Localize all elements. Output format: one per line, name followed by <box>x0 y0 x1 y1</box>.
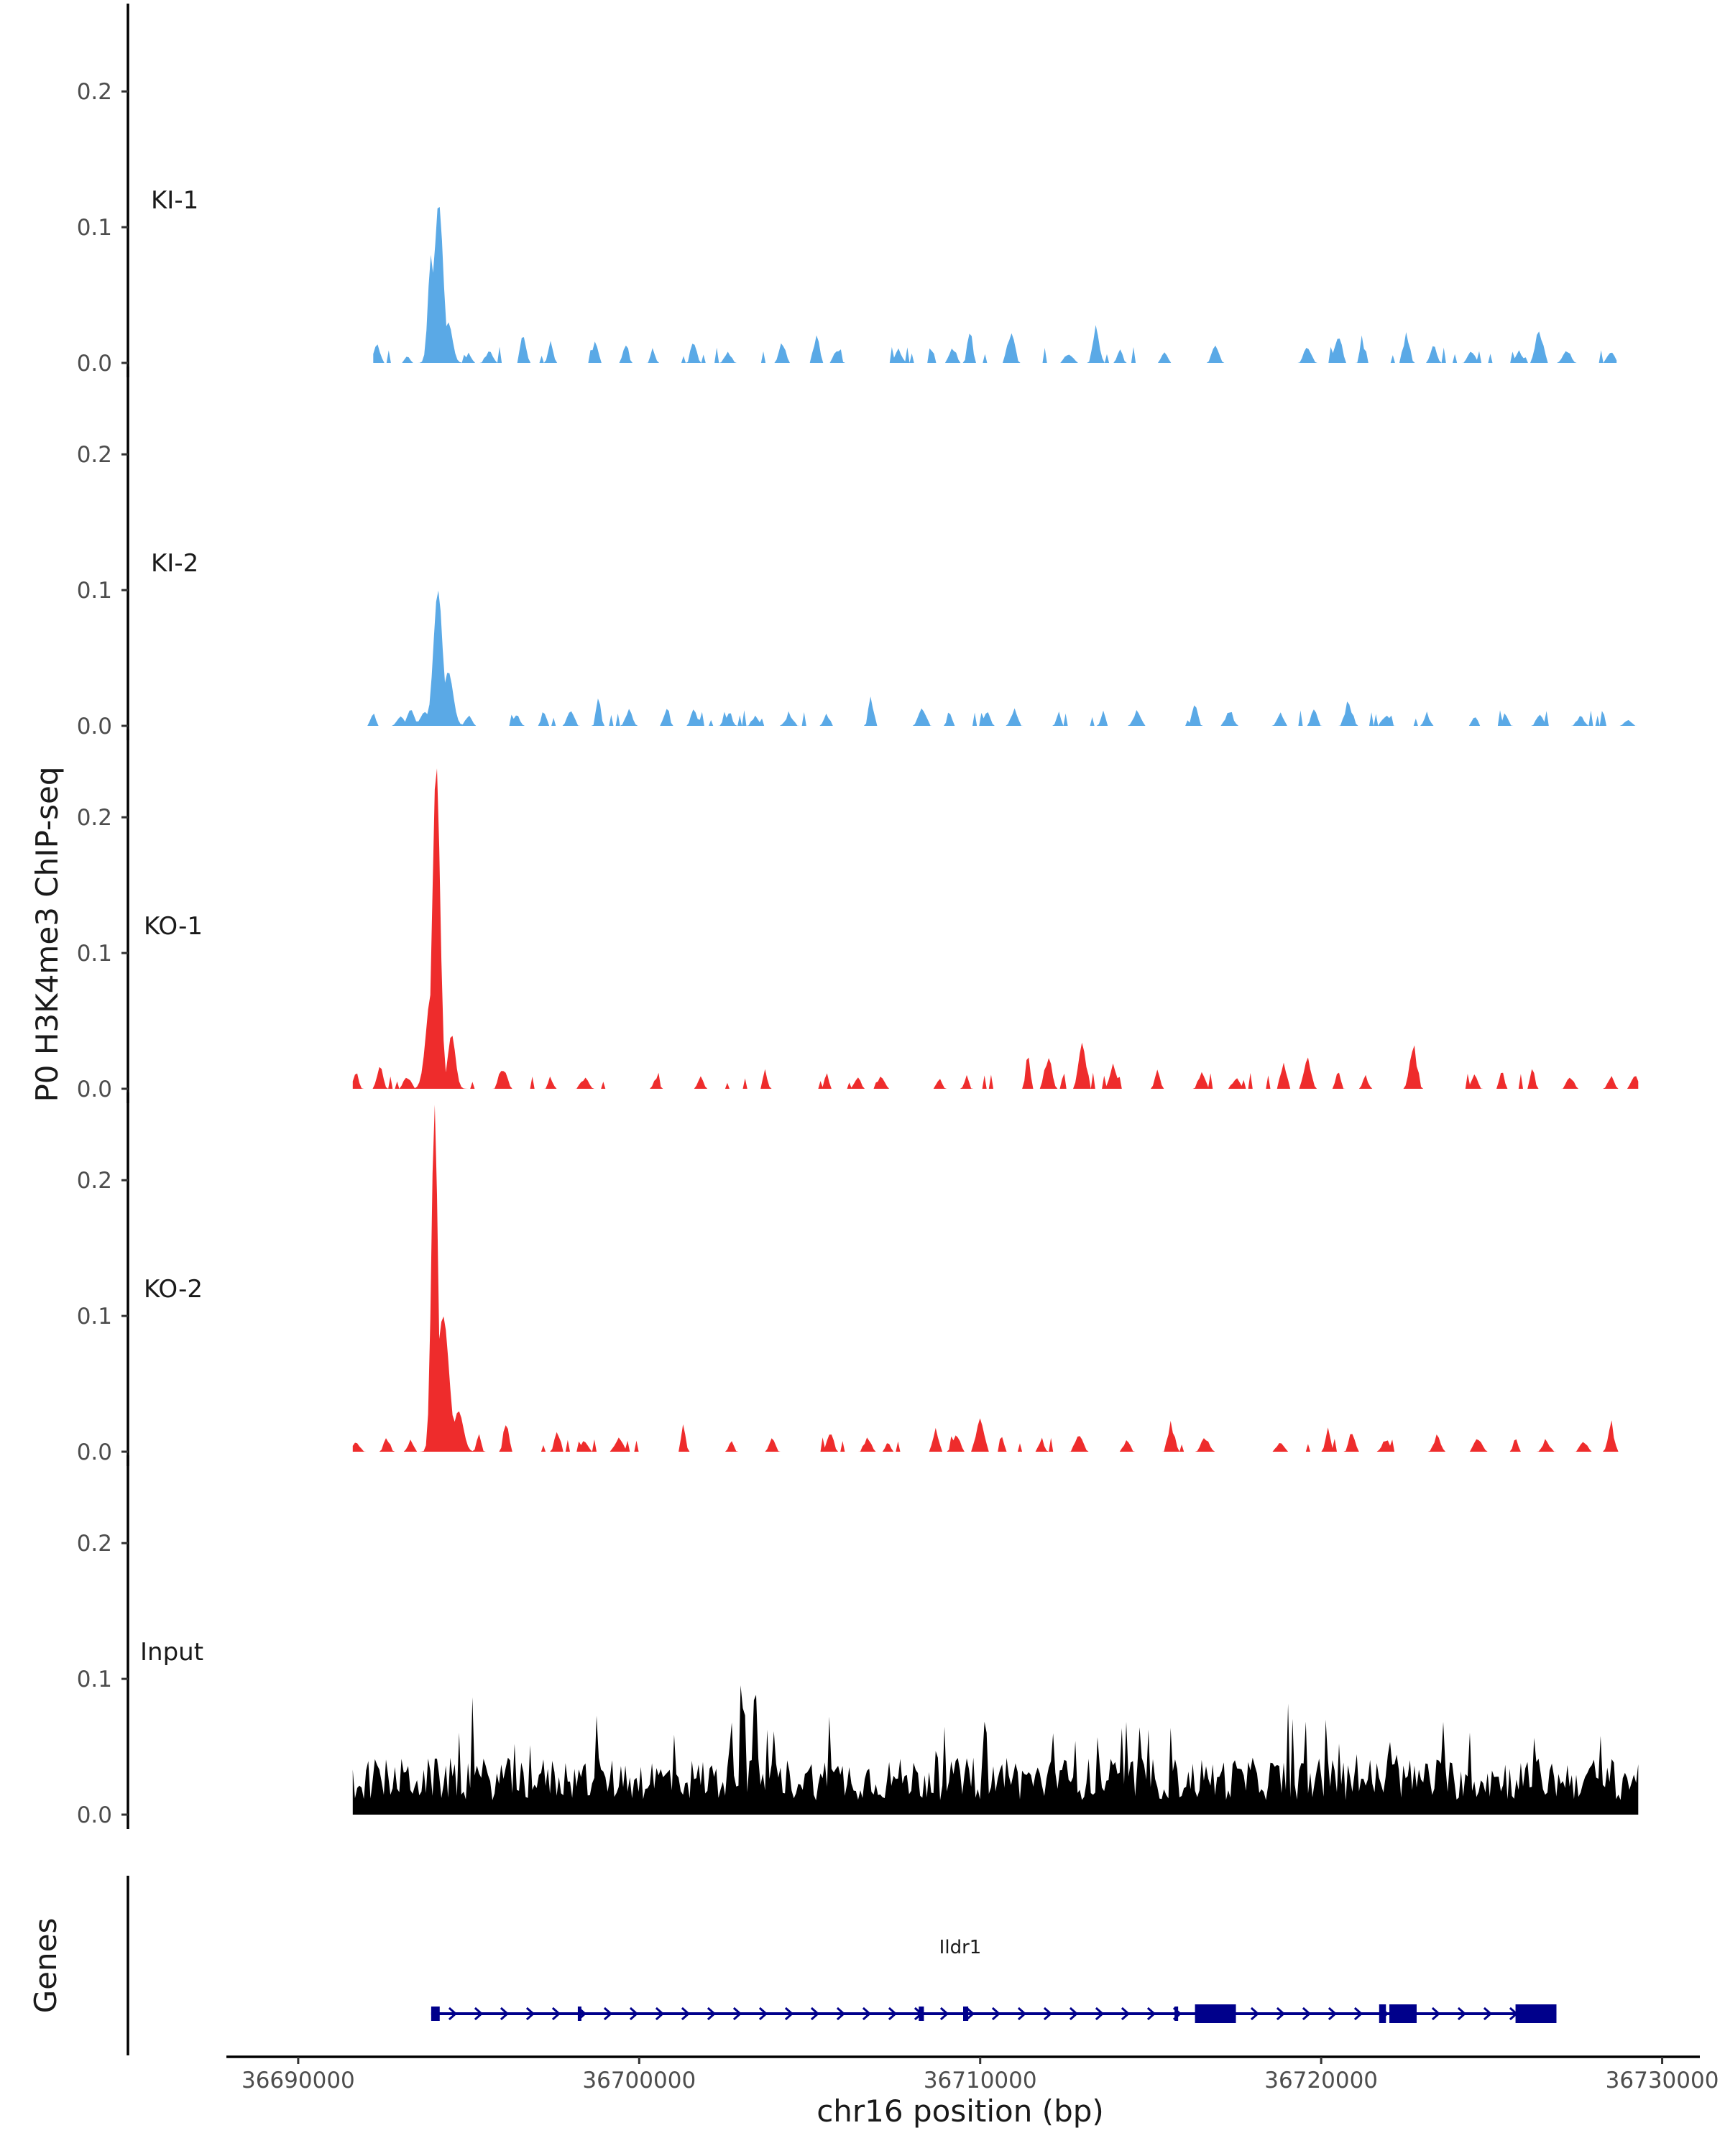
strand-arrow <box>939 2007 949 2021</box>
track-ki-1: 0.0 0.1 0.2 KI-1 <box>77 4 1617 377</box>
y-tick-label: 0.2 <box>77 805 112 831</box>
exon <box>1515 2004 1557 2023</box>
strand-arrow <box>1302 2007 1312 2021</box>
y-tick-label: 0.0 <box>77 714 112 740</box>
genes-track-title: Genes <box>28 1918 63 2014</box>
strand-arrow <box>525 2007 535 2021</box>
track-input: 0.0 0.1 0.2 Input <box>77 1455 1639 1829</box>
y-tick-label: 0.1 <box>77 1667 112 1692</box>
x-tick-label: 36700000 <box>582 2068 696 2093</box>
y-tick-label: 0.2 <box>77 79 112 105</box>
x-tick-label: 36690000 <box>242 2068 355 2093</box>
signal-area-input <box>352 1685 1639 1815</box>
track-label: KI-1 <box>151 186 198 215</box>
exon <box>577 2007 581 2021</box>
x-axis: 36690000 36700000 36710000 36720000 36730000 <box>226 2055 1719 2093</box>
y-tick-label: 0.0 <box>77 1802 112 1828</box>
strand-arrow <box>681 2007 691 2021</box>
track-label: KO-1 <box>144 912 203 941</box>
strand-arrow <box>603 2007 613 2021</box>
strand-arrow <box>1250 2007 1260 2021</box>
gene-name-label: Ildr1 <box>939 1937 982 1958</box>
y-tick-label: 0.0 <box>77 1439 112 1465</box>
y-tick-label: 0.1 <box>77 578 112 604</box>
strand-arrow <box>862 2007 872 2021</box>
x-tick-label: 36720000 <box>1264 2068 1378 2093</box>
strand-arrow <box>1069 2007 1079 2021</box>
y-tick-label: 0.2 <box>77 1531 112 1557</box>
y-tick-label: 0.2 <box>77 1168 112 1194</box>
strand-arrow <box>965 2007 975 2021</box>
exon <box>1379 2004 1386 2023</box>
strand-arrow <box>1483 2007 1493 2021</box>
strand-arrow <box>991 2007 1001 2021</box>
signal-tracks: 0.00.10.2KI-10.00.10.2KI-20.00.10.2KO-10… <box>77 4 1639 1829</box>
strand-arrow <box>1457 2007 1467 2021</box>
x-tick-label: 36710000 <box>924 2068 1037 2093</box>
track-ko-1: 0.0 0.1 0.2 KO-1 <box>77 729 1639 1103</box>
exon <box>1195 2004 1236 2023</box>
x-axis-title: chr16 position (bp) <box>816 2093 1104 2129</box>
strand-arrow <box>500 2007 510 2021</box>
strand-arrow <box>784 2007 794 2021</box>
strand-arrow <box>629 2007 639 2021</box>
y-tick-label: 0.2 <box>77 442 112 468</box>
strand-arrow <box>551 2007 561 2021</box>
strand-arrow <box>707 2007 717 2021</box>
strand-arrow <box>1017 2007 1027 2021</box>
y-tick-label: 0.0 <box>77 351 112 377</box>
y-tick-label: 0.1 <box>77 941 112 967</box>
genes-track: Genes Ildr1 <box>28 1876 1557 2055</box>
track-ki-2: 0.0 0.1 0.2 KI-2 <box>77 367 1638 740</box>
exon <box>431 2007 440 2021</box>
strand-arrow <box>1146 2007 1156 2021</box>
strand-arrow <box>474 2007 484 2021</box>
exon <box>1389 2004 1417 2023</box>
strand-arrow <box>758 2007 768 2021</box>
strand-arrow <box>888 2007 898 2021</box>
strand-arrow <box>1353 2007 1363 2021</box>
track-label: KI-2 <box>151 549 198 578</box>
strand-arrow <box>810 2007 820 2021</box>
strand-arrow <box>1095 2007 1105 2021</box>
strand-arrow <box>1328 2007 1338 2021</box>
strand-arrow <box>1276 2007 1286 2021</box>
y-tick-label: 0.1 <box>77 1304 112 1330</box>
track-ko-2: 0.0 0.1 0.2 KO-2 <box>77 1092 1627 1466</box>
strand-arrow <box>836 2007 846 2021</box>
strand-arrow <box>732 2007 742 2021</box>
track-label: Input <box>140 1638 203 1667</box>
strand-arrow <box>1043 2007 1053 2021</box>
strand-arrow <box>655 2007 665 2021</box>
y-axis-title: P0 H3K4me3 ChIP-seq <box>29 766 65 1102</box>
exon <box>919 2007 924 2021</box>
strand-arrow <box>1121 2007 1131 2021</box>
strand-arrow <box>448 2007 458 2021</box>
strand-arrow <box>1431 2007 1441 2021</box>
y-tick-label: 0.1 <box>77 215 112 241</box>
x-tick-label: 36730000 <box>1606 2068 1719 2093</box>
exon <box>1174 2007 1179 2021</box>
exon <box>963 2007 969 2021</box>
y-tick-label: 0.0 <box>77 1077 112 1102</box>
track-label: KO-2 <box>144 1275 203 1304</box>
